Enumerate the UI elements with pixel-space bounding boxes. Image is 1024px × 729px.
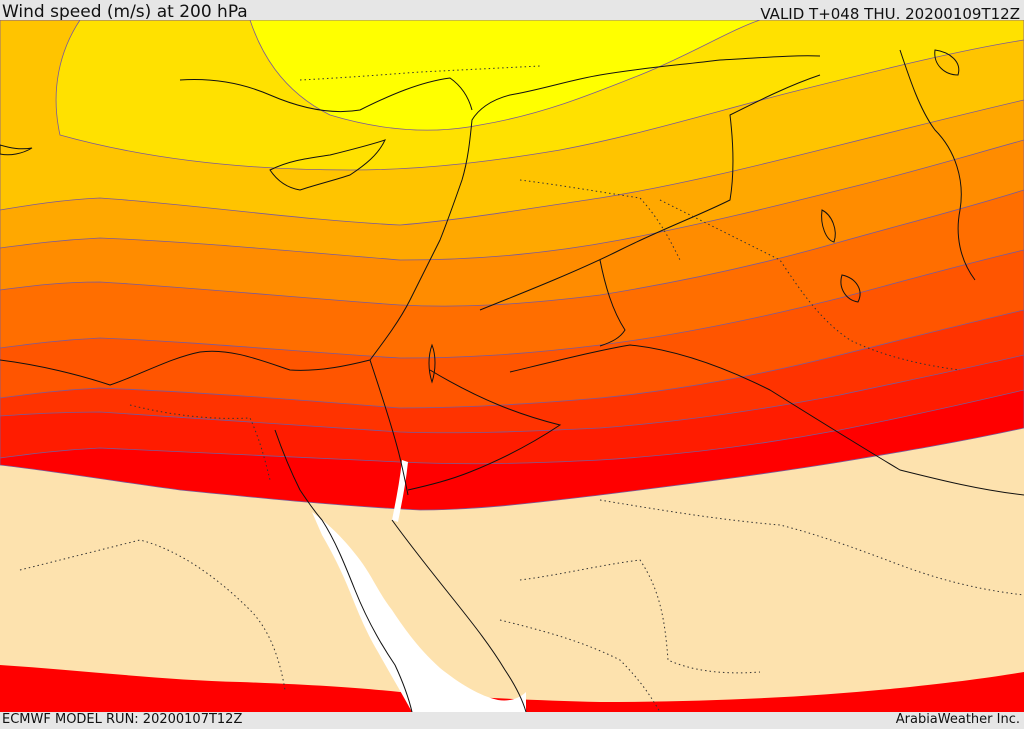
syria-province-lines [519,179,681,261]
turkey-province-lines [299,65,541,81]
provincial-boundaries [19,65,1024,712]
jordan-saudi-border [407,369,562,491]
saudi-interior-lines [499,619,661,712]
coastlines-and-borders [0,49,1024,712]
credit-label: ArabiaWeather Inc. [895,712,1020,727]
iraq-province-lines [659,199,961,371]
wind-speed-bands [0,20,1024,511]
red-sea-water [312,512,526,712]
turkey-coast [179,77,473,113]
cyprus-coast [269,139,386,191]
saudi-province-lines-2 [599,499,1024,596]
iran-border [899,49,976,281]
sinai-border [369,359,409,496]
egypt-governorate-lines [129,404,271,481]
egypt-desert-lines [19,539,286,691]
wind-band-1 [0,20,761,131]
model-run-label: ECMWF MODEL RUN: 20200107T12Z [2,712,243,727]
crete-outline [0,144,33,156]
map-canvas [0,20,1024,712]
gulf-of-suez-coast [274,429,323,521]
lake-habbaniyah-outline [840,274,861,303]
jordan-iraq-border [599,259,626,347]
red-sea-east-coast [391,519,527,712]
lake-tharthar-outline [821,209,836,243]
lake-van-outline [934,49,960,76]
wind-speed-map [0,20,1024,712]
iraq-saudi-border [509,344,1024,496]
southern-jet-band [0,665,1024,712]
map-title: Wind speed (m/s) at 200 hPa [2,2,248,22]
valid-time-label: VALID T+048 THU. 20200109T12Z [760,5,1020,23]
syria-iraq-border [479,74,821,311]
dead-sea-outline [428,343,436,384]
saudi-province-lines-1 [519,559,761,674]
red-sea-west-coast [321,519,413,712]
mediterranean-coast [0,55,821,386]
